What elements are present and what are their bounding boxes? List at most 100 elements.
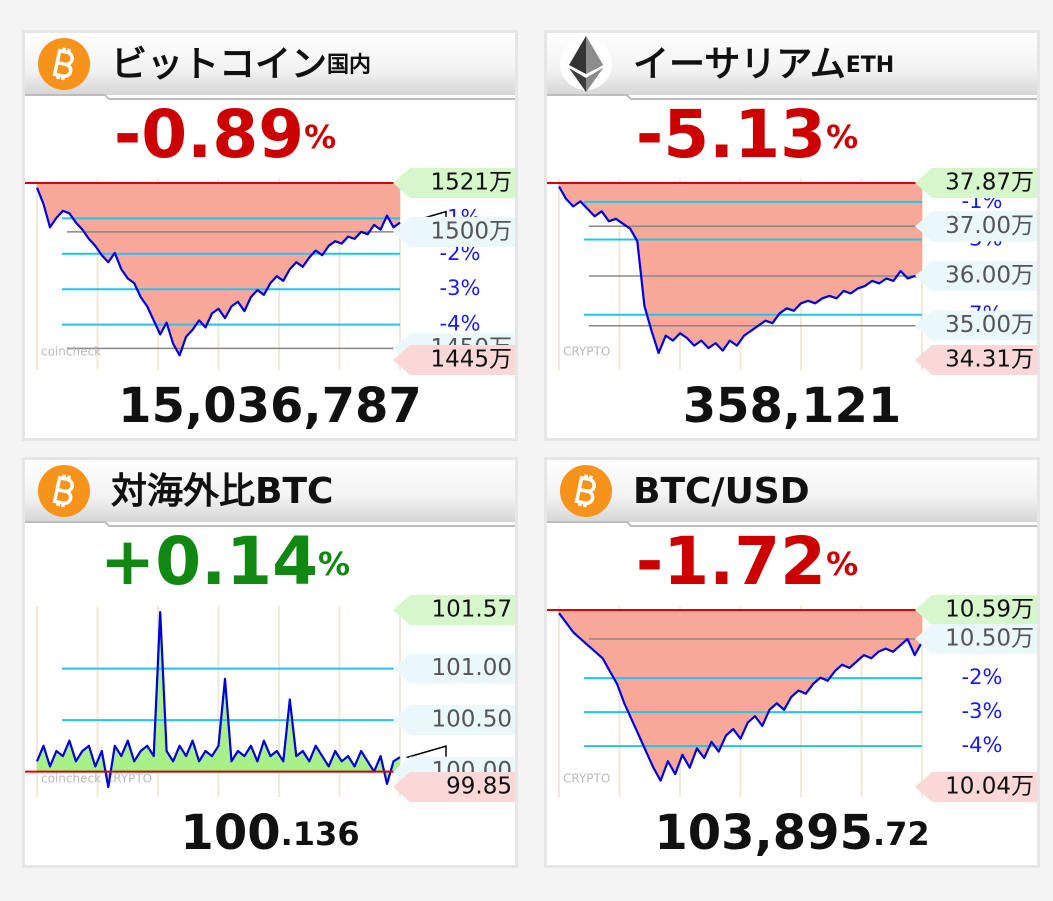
price-fraction: .72 bbox=[873, 815, 930, 853]
icon-glyph bbox=[586, 68, 603, 92]
y-tick-label: 101.00 bbox=[432, 655, 512, 681]
percent-tick-label: -2% bbox=[962, 665, 1003, 689]
tick-label-box bbox=[915, 168, 1037, 198]
tick-label-box bbox=[915, 772, 1037, 802]
title-main: ビットコイン bbox=[111, 44, 327, 85]
title-suffix: 国内 bbox=[327, 53, 371, 78]
panel-title: イーサリアムETH bbox=[633, 44, 894, 85]
title-suffix: ETH bbox=[846, 53, 894, 78]
header-rule bbox=[547, 521, 1037, 527]
y-tick-label: 100.50 bbox=[432, 707, 512, 733]
icon-glyph bbox=[586, 36, 603, 74]
price-line bbox=[35, 611, 401, 789]
panel: ビットコイン国内-0.89%-1%-2%-3%-4%coincheck1521万… bbox=[22, 30, 518, 441]
y-tick-label: 36.00万 bbox=[945, 262, 1034, 288]
price-main: 358,121 bbox=[683, 378, 902, 434]
price-fraction: .136 bbox=[281, 815, 360, 853]
panel-header bbox=[547, 460, 1037, 522]
price-main: 103,895 bbox=[654, 805, 873, 861]
price-main: 100 bbox=[180, 805, 280, 861]
title-main: 対海外比BTC bbox=[111, 471, 333, 512]
change-unit: % bbox=[826, 545, 858, 583]
panel-title: 対海外比BTC bbox=[111, 471, 333, 512]
y-tick-label: 1500万 bbox=[430, 218, 512, 244]
title-main: イーサリアム bbox=[633, 44, 846, 85]
tick-label-box bbox=[393, 772, 515, 802]
price-line bbox=[35, 187, 401, 357]
y-tick-label: 37.87万 bbox=[945, 170, 1034, 196]
tick-label-box bbox=[393, 216, 515, 247]
area bbox=[37, 183, 400, 356]
tick-label-box bbox=[393, 345, 515, 375]
panel-title: ビットコイン国内 bbox=[111, 44, 371, 85]
panel-title: BTC/USD bbox=[633, 471, 810, 512]
watermark: coincheck bbox=[41, 345, 101, 359]
icon-glyph-path bbox=[52, 47, 74, 81]
price: 103,895.72 bbox=[654, 805, 929, 861]
change-percent: +0.14% bbox=[100, 523, 350, 600]
change-value: +0.14 bbox=[100, 523, 318, 600]
icon-glyph-path bbox=[52, 474, 74, 508]
y-tick-label: 1445万 bbox=[430, 347, 512, 373]
price-line bbox=[558, 185, 923, 355]
header-rule bbox=[25, 521, 515, 527]
y-tick-label: 10.59万 bbox=[945, 597, 1034, 623]
y-tick-label: 34.31万 bbox=[945, 347, 1034, 373]
price: 358,121 bbox=[683, 378, 902, 434]
percent-tick-label: -4% bbox=[962, 733, 1003, 757]
percent-tick-label: -3% bbox=[962, 699, 1003, 723]
change-value: -0.89 bbox=[114, 96, 304, 173]
tick-label-box bbox=[915, 623, 1037, 654]
tick-label-box bbox=[393, 705, 515, 736]
change-percent: -5.13% bbox=[636, 96, 858, 173]
price-line bbox=[558, 612, 923, 782]
panel-header bbox=[25, 33, 515, 95]
panel-header bbox=[547, 33, 1037, 95]
panel-header bbox=[25, 460, 515, 522]
tick-label-box bbox=[915, 595, 1037, 625]
y-tick-label: 1521万 bbox=[430, 170, 512, 196]
icon-glyph bbox=[574, 474, 596, 508]
title-main: BTC/USD bbox=[633, 471, 810, 512]
tick-label-box bbox=[915, 345, 1037, 375]
icon-glyph-path bbox=[574, 474, 596, 508]
y-tick-label: 35.00万 bbox=[945, 312, 1034, 338]
tick-label-box bbox=[915, 211, 1037, 242]
change-value: -5.13 bbox=[636, 96, 826, 173]
change-unit: % bbox=[826, 118, 858, 156]
change-unit: % bbox=[318, 545, 350, 583]
tick-label-box bbox=[393, 653, 515, 684]
percent-tick-label: -3% bbox=[440, 276, 481, 300]
icon-glyph bbox=[52, 474, 74, 508]
panel: イーサリアムETH-5.13%-1%-3%-7%CRYPTO37.87万37.0… bbox=[544, 30, 1040, 441]
area bbox=[559, 183, 922, 353]
header-rule bbox=[25, 94, 515, 100]
y-tick-label: 10.04万 bbox=[945, 774, 1034, 800]
watermark: coincheck CRYPTO bbox=[41, 772, 152, 786]
tick-label-box bbox=[915, 260, 1037, 291]
area bbox=[559, 610, 922, 781]
price: 100.136 bbox=[180, 805, 359, 861]
price: 15,036,787 bbox=[118, 378, 422, 434]
y-tick-label: 99.85 bbox=[446, 774, 512, 800]
percent-tick-label: -4% bbox=[440, 312, 481, 336]
tick-label-box bbox=[393, 595, 515, 625]
panel: 対海外比BTC +0.14% coincheck CRYPTO 101.57 101.0… bbox=[22, 457, 518, 868]
change-percent: -0.89% bbox=[114, 96, 336, 173]
y-tick-label: 101.57 bbox=[432, 597, 512, 623]
tick-label-box bbox=[915, 310, 1037, 341]
tick-label-box bbox=[393, 168, 515, 198]
watermark: CRYPTO bbox=[563, 345, 610, 359]
y-tick-label: 10.50万 bbox=[945, 625, 1034, 651]
panel: BTC/USD -1.72% -2% -3% -4% CRYPTO 10.59万10.50万… bbox=[544, 457, 1040, 868]
change-percent: -1.72% bbox=[636, 523, 858, 600]
icon-glyph bbox=[52, 47, 74, 81]
price-main: 15,036,787 bbox=[118, 378, 422, 434]
watermark: CRYPTO bbox=[563, 772, 610, 786]
y-tick-label: 37.00万 bbox=[945, 213, 1034, 239]
change-unit: % bbox=[304, 118, 336, 156]
header-rule bbox=[547, 94, 1037, 100]
change-value: -1.72 bbox=[636, 523, 826, 600]
